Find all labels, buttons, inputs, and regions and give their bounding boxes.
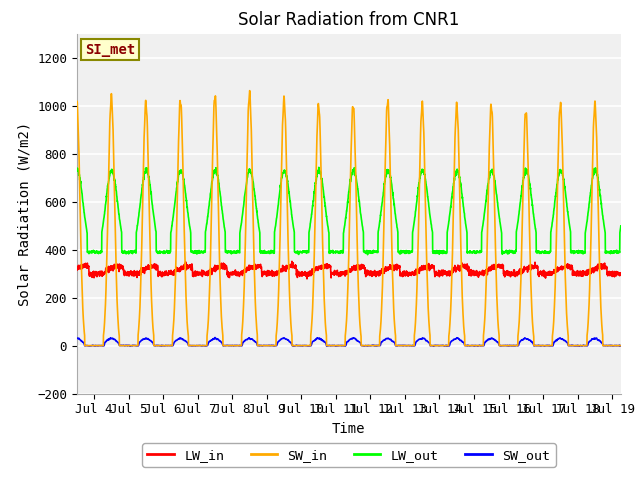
LW_out xyxy=(315,165,323,170)
Line: LW_in: LW_in xyxy=(77,261,621,279)
SW_in xyxy=(607,343,614,348)
Line: SW_in: SW_in xyxy=(77,91,621,346)
Title: Solar Radiation from CNR1: Solar Radiation from CNR1 xyxy=(238,11,460,29)
LW_in xyxy=(548,269,556,275)
SW_out xyxy=(282,336,289,342)
Y-axis label: Solar Radiation (W/m2): Solar Radiation (W/m2) xyxy=(17,121,31,306)
LW_in xyxy=(282,267,289,273)
LW_out xyxy=(167,228,175,234)
LW_in xyxy=(167,269,175,275)
SW_in xyxy=(81,343,88,348)
X-axis label: Time: Time xyxy=(332,422,365,436)
SW_out xyxy=(607,343,614,348)
LW_out xyxy=(607,251,614,256)
SW_out xyxy=(73,335,81,341)
SW_in xyxy=(168,343,175,348)
LW_out xyxy=(617,223,625,229)
LW_out xyxy=(282,170,289,176)
SW_in xyxy=(282,129,290,135)
SW_in xyxy=(617,343,625,348)
SW_in xyxy=(548,343,556,348)
LW_out xyxy=(364,252,371,258)
SW_out xyxy=(211,335,219,340)
SW_in xyxy=(73,100,81,106)
LW_in xyxy=(607,269,614,275)
SW_out xyxy=(135,341,143,347)
SW_in xyxy=(305,343,313,348)
Line: SW_out: SW_out xyxy=(77,337,621,346)
LW_in xyxy=(305,270,313,276)
LW_in xyxy=(617,271,625,276)
LW_out xyxy=(305,229,313,235)
SW_out xyxy=(548,343,556,348)
LW_in xyxy=(135,271,143,277)
SW_out xyxy=(323,343,331,349)
SW_out xyxy=(167,343,175,348)
LW_in xyxy=(303,276,311,282)
Text: SI_met: SI_met xyxy=(85,43,135,57)
LW_in xyxy=(73,265,81,271)
Legend: LW_in, SW_in, LW_out, SW_out: LW_in, SW_in, LW_out, SW_out xyxy=(142,444,556,467)
LW_in xyxy=(288,258,296,264)
LW_out xyxy=(73,168,81,174)
LW_out xyxy=(135,213,143,218)
SW_in xyxy=(135,321,143,327)
SW_in xyxy=(246,88,253,94)
SW_out xyxy=(617,343,625,349)
Line: LW_out: LW_out xyxy=(77,168,621,255)
LW_out xyxy=(548,223,556,229)
SW_out xyxy=(305,343,313,348)
